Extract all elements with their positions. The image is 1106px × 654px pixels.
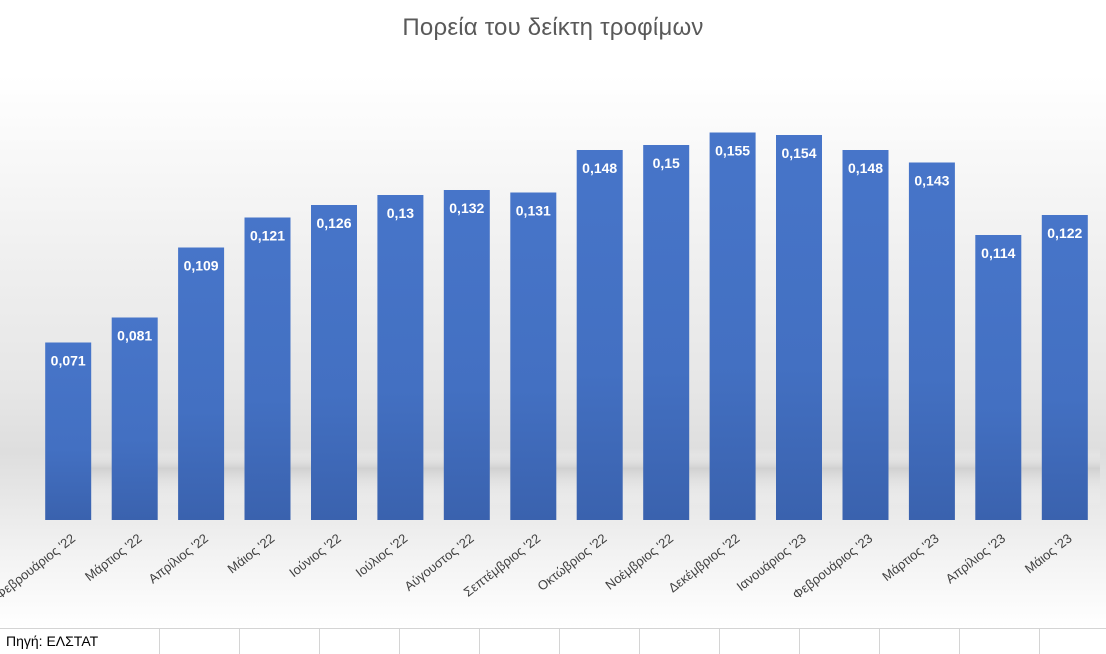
bar-value-label: 0,155 xyxy=(715,143,750,159)
sheet-cell xyxy=(640,629,720,654)
sheet-cell xyxy=(160,629,240,654)
category-tick-label: Οκτώβριος '22 xyxy=(534,531,609,594)
bar xyxy=(311,205,357,520)
sheet-cell xyxy=(960,629,1040,654)
bar-value-label: 0,122 xyxy=(1047,225,1082,241)
bar xyxy=(975,235,1022,520)
bar xyxy=(908,162,955,520)
bar xyxy=(1041,215,1088,520)
bar xyxy=(443,190,490,520)
bar xyxy=(842,150,889,520)
bar-value-label: 0,131 xyxy=(516,203,551,219)
sheet-cell xyxy=(240,629,320,654)
sheet-cell xyxy=(480,629,560,654)
bar xyxy=(510,192,557,520)
bar xyxy=(576,150,623,520)
bar-value-label: 0,071 xyxy=(51,353,86,369)
bar-value-label: 0,114 xyxy=(981,245,1015,261)
bar-value-label: 0,148 xyxy=(582,160,617,176)
sheet-cell xyxy=(880,629,960,654)
category-tick-label: Ιούνιος '22 xyxy=(286,531,344,581)
sheet-cell xyxy=(800,629,880,654)
bar-value-label: 0,148 xyxy=(848,160,883,176)
category-tick-label: Απρίλιος '23 xyxy=(943,531,1008,587)
bar-value-label: 0,15 xyxy=(653,155,680,171)
bar-value-label: 0,126 xyxy=(316,215,351,231)
category-tick-label: Μάιος '23 xyxy=(1022,531,1075,577)
sheet-cell xyxy=(560,629,640,654)
value-labels-group: 0,071 0,081 0,109 0,121 0,126 0,13 0,132 0,131 0… xyxy=(51,143,1083,369)
bar-value-label: 0,13 xyxy=(387,205,414,221)
bar xyxy=(244,217,291,520)
bars-group xyxy=(45,132,1088,520)
bar xyxy=(178,247,225,520)
bar xyxy=(45,342,92,520)
sheet-cell xyxy=(1040,629,1106,654)
bar-value-label: 0,154 xyxy=(781,145,816,161)
sheet-cell xyxy=(0,629,160,654)
bar xyxy=(776,135,822,520)
source-row: Πηγή: ΕΛΣΤΑΤ xyxy=(0,628,1106,654)
category-tick-label: Ιούλιος '22 xyxy=(353,531,411,581)
source-note: Πηγή: ΕΛΣΤΑΤ xyxy=(6,633,99,649)
bar xyxy=(643,145,690,520)
category-tick-label: Μάρτιος '22 xyxy=(82,531,145,584)
bar-value-label: 0,081 xyxy=(117,328,152,344)
bar-value-label: 0,132 xyxy=(449,200,484,216)
chart-area: Πορεία του δείκτη τροφίμων 0,071 0,081 0,1… xyxy=(0,0,1106,628)
category-tick-label: Δεκέμβριος '22 xyxy=(665,531,742,596)
bar xyxy=(111,317,158,520)
bar-value-label: 0,109 xyxy=(184,258,219,274)
sheet-cell xyxy=(320,629,400,654)
bar-value-label: 0,121 xyxy=(250,228,285,244)
bar-chart: 0,071 0,081 0,109 0,121 0,126 0,13 0,132 0,131 0… xyxy=(0,132,1100,603)
bar xyxy=(709,132,756,520)
category-tick-label: Μάιος '22 xyxy=(225,531,278,577)
bar xyxy=(377,195,424,520)
bar-value-label: 0,143 xyxy=(914,173,949,189)
sheet-cell xyxy=(720,629,800,654)
sheet-cell xyxy=(400,629,480,654)
category-tick-label: Μάρτιος '23 xyxy=(879,531,942,584)
category-tick-label: Απρίλιος '22 xyxy=(145,531,210,587)
chart-title: Πορεία του δείκτη τροφίμων xyxy=(402,14,704,41)
category-tick-label: Φεβρουάριος '22 xyxy=(0,531,78,603)
category-labels-group: Φεβρουάριος '22 Μάρτιος '22 Απρίλιος '22 Μά… xyxy=(0,531,1075,603)
